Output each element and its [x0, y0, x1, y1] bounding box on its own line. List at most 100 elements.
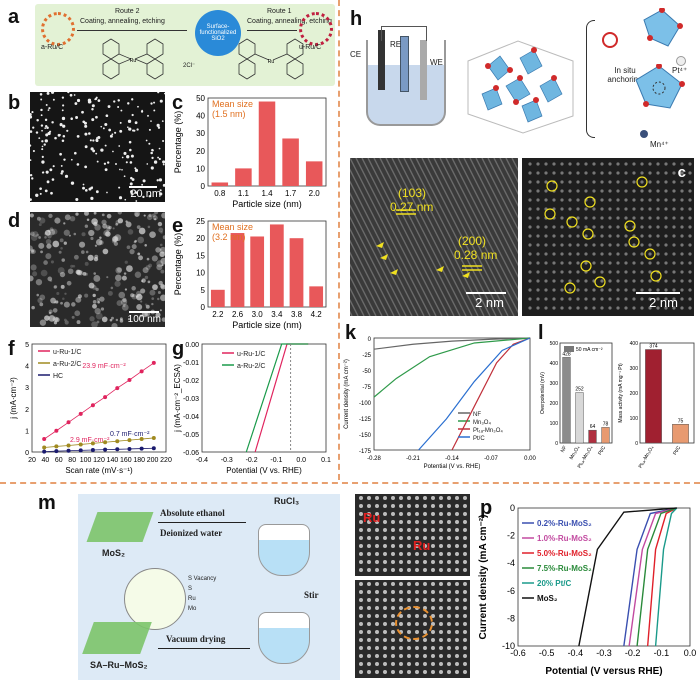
texture-speck: [146, 257, 150, 261]
atom-column: [375, 606, 379, 610]
atom-column: [439, 544, 443, 548]
nanoparticle: [61, 109, 64, 112]
atom-column: [463, 552, 467, 556]
atom-column: [616, 288, 620, 292]
atom-column: [439, 568, 443, 572]
atom-column: [455, 552, 459, 556]
atom-column: [544, 180, 548, 184]
atom-column: [616, 207, 620, 211]
atom-column: [552, 243, 556, 247]
nanoparticle: [60, 172, 63, 175]
atom-column: [383, 552, 387, 556]
atom-column: [680, 225, 684, 229]
nanoparticle: [156, 179, 159, 182]
texture-speck: [115, 267, 122, 274]
texture-speck: [57, 267, 65, 275]
chart-c: 0 10 20 30 40 50 0.8 1.1 1.4 1.7 2.0 Particle size …: [173, 94, 327, 209]
atom-column: [455, 646, 459, 650]
mos2-sheet-start: [86, 512, 154, 542]
data-point: [54, 428, 59, 433]
nanoparticle: [150, 166, 154, 170]
lattice-fringe: [409, 158, 491, 316]
atom-column: [399, 512, 403, 516]
lattice-fringe: [493, 158, 518, 207]
nanoparticle: [123, 175, 126, 178]
texture-speck: [159, 251, 165, 258]
atom-column: [648, 252, 652, 256]
nanoparticle: [31, 177, 34, 180]
atom-column: [391, 654, 395, 658]
atom-column: [672, 189, 676, 193]
texture-speck: [151, 297, 155, 300]
y-axis-label: Overpotential (mV): [540, 372, 546, 414]
nanoparticle: [118, 186, 121, 189]
nanoparticle: [64, 174, 69, 178]
texture-speck: [75, 212, 79, 216]
atom-column: [439, 582, 443, 586]
atom-column: [576, 216, 580, 220]
texture-speck: [106, 213, 112, 219]
atom-column: [391, 520, 395, 524]
atom-column: [528, 171, 532, 175]
atom-column: [592, 180, 596, 184]
nanoparticle: [61, 96, 65, 99]
atom-column: [423, 654, 427, 658]
atom-column: [640, 261, 644, 265]
atom-column: [423, 662, 427, 666]
atom-column: [463, 560, 467, 564]
texture-speck: [88, 282, 95, 289]
x-tick-label: 140: [107, 457, 119, 464]
atom-column: [528, 225, 532, 229]
texture-speck: [63, 229, 70, 236]
atom-column: [672, 180, 676, 184]
nanoparticle: [120, 109, 123, 112]
atom-column: [528, 270, 532, 274]
atom-column: [391, 614, 395, 618]
forbidden-icon: [602, 32, 618, 48]
bar-value-label: 64: [590, 424, 596, 430]
reference-electrode: [400, 36, 409, 92]
nanoparticle: [32, 150, 35, 153]
atom-column: [672, 261, 676, 265]
atom-column: [608, 279, 612, 283]
nanoparticle: [35, 131, 39, 134]
texture-speck: [146, 214, 153, 221]
texture-speck: [48, 213, 53, 219]
atom-column: [528, 162, 532, 166]
nanoparticle: [29, 173, 33, 177]
atom-column: [359, 614, 363, 618]
atom-column: [544, 243, 548, 247]
texture-speck: [121, 303, 129, 311]
nanoparticle: [51, 121, 54, 124]
atom-column: [600, 162, 604, 166]
atom-column: [560, 207, 564, 211]
bar: [309, 286, 324, 307]
series-line: [628, 507, 677, 647]
nanoparticle: [142, 195, 145, 199]
x-tick-label: Pt₁ₐ-Mn₃O₄: [638, 445, 656, 470]
y-tick-label: 40: [196, 112, 205, 121]
atom-column: [632, 198, 636, 202]
atom-column: [624, 252, 628, 256]
x-tick-label: -0.07: [484, 456, 498, 462]
texture-speck: [47, 276, 53, 282]
atom-column: [367, 598, 371, 602]
texture-speck: [71, 302, 76, 307]
nanoparticle: [108, 128, 112, 132]
x-tick-label: -0.21: [406, 456, 420, 462]
texture-speck: [112, 235, 119, 242]
atom-column: [568, 243, 572, 247]
atom-column: [688, 225, 692, 229]
atom-column: [624, 216, 628, 220]
texture-speck: [52, 240, 60, 248]
atom-column: [600, 207, 604, 211]
atom-column: [399, 528, 403, 532]
atom-column: [415, 568, 419, 572]
atom-column: [415, 528, 419, 532]
lattice-fringe: [499, 158, 518, 196]
bar-value-label: 428: [562, 351, 571, 357]
atom-column: [648, 297, 652, 301]
atom-column: [367, 662, 371, 666]
ru-bipyridine-complex: Ru: [102, 38, 164, 80]
texture-speck: [97, 300, 100, 304]
